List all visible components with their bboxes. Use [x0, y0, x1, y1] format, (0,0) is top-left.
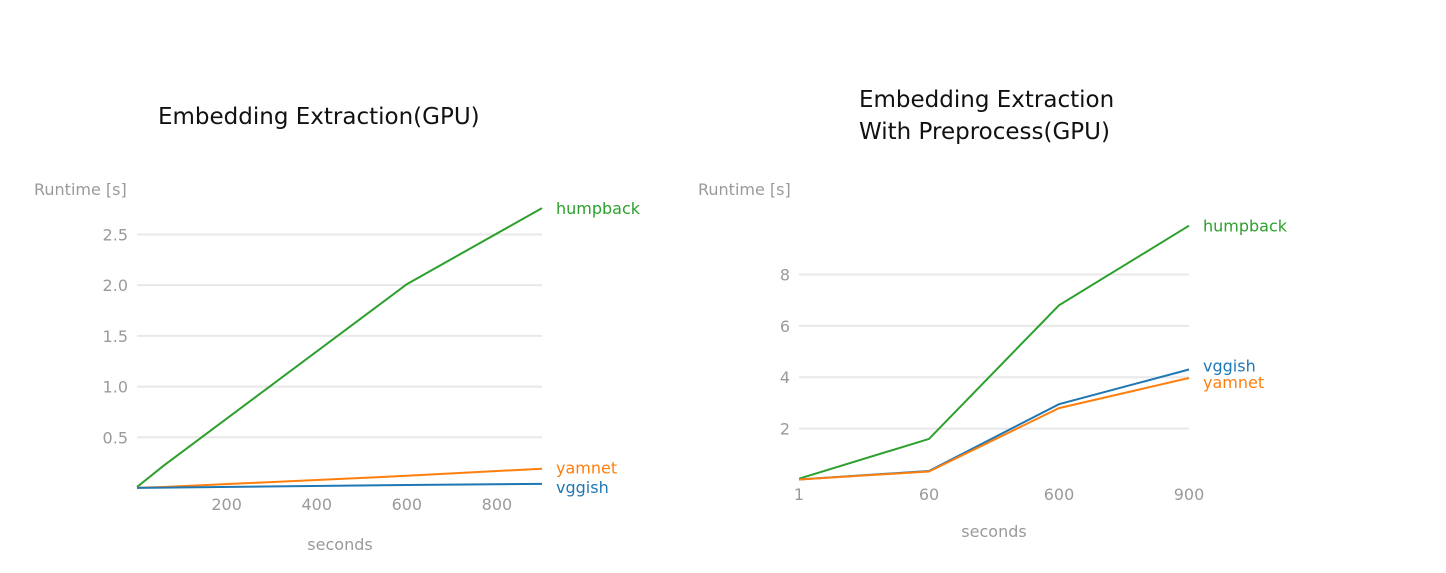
chart2-x-axis-label: seconds	[961, 522, 1026, 541]
chart1-x-tick-label: 600	[392, 495, 423, 514]
chart1-series-label-vggish: vggish	[556, 478, 609, 497]
chart2-series-label-yamnet: yamnet	[1203, 373, 1264, 392]
chart1-x-tick-label: 200	[211, 495, 242, 514]
chart2-y-axis-label: Runtime [s]	[698, 180, 791, 199]
chart1-title: Embedding Extraction(GPU)	[158, 104, 480, 130]
chart2-title-line2: With Preprocess(GPU)	[859, 119, 1110, 145]
chart1-y-tick-label: 0.5	[103, 428, 128, 447]
chart2-y-tick-label: 2	[780, 420, 790, 439]
chart1-series-line-humpback	[136, 207, 543, 488]
chart2-series-label-humpback: humpback	[1203, 217, 1288, 236]
chart1-x-axis-label: seconds	[307, 535, 372, 554]
chart1-x-tick-label: 800	[482, 495, 513, 514]
chart1-series-label-yamnet: yamnet	[556, 459, 617, 478]
chart1-y-tick-label: 1.0	[103, 378, 128, 397]
chart2-series-label-vggish: vggish	[1203, 357, 1256, 376]
chart2-x-tick-label: 60	[919, 485, 939, 504]
chart2-series-line-humpback	[798, 224, 1190, 480]
chart2-y-tick-label: 8	[780, 265, 790, 284]
chart2-y-tick-label: 4	[780, 368, 790, 387]
chart2-x-tick-label: 1	[794, 485, 804, 504]
chart1-y-tick-label: 2.5	[103, 225, 128, 244]
chart2-series-line-yamnet	[798, 377, 1190, 481]
chart1-y-tick-label: 1.5	[103, 327, 128, 346]
chart2-series-line-vggish	[798, 368, 1190, 481]
chart2-title: Embedding Extraction With Preprocess(GPU…	[859, 84, 1114, 148]
chart1-series-line-vggish	[136, 482, 543, 489]
chart1-y-axis-label: Runtime [s]	[34, 180, 127, 199]
chart2-x-tick-label: 900	[1174, 485, 1205, 504]
chart2-y-tick-label: 6	[780, 317, 790, 336]
chart2-x-tick-label: 600	[1044, 485, 1075, 504]
chart2-title-line1: Embedding Extraction	[859, 87, 1115, 113]
chart1-series-label-humpback: humpback	[556, 199, 641, 218]
chart1-y-tick-label: 2.0	[103, 276, 128, 295]
chart1-x-tick-label: 400	[301, 495, 332, 514]
